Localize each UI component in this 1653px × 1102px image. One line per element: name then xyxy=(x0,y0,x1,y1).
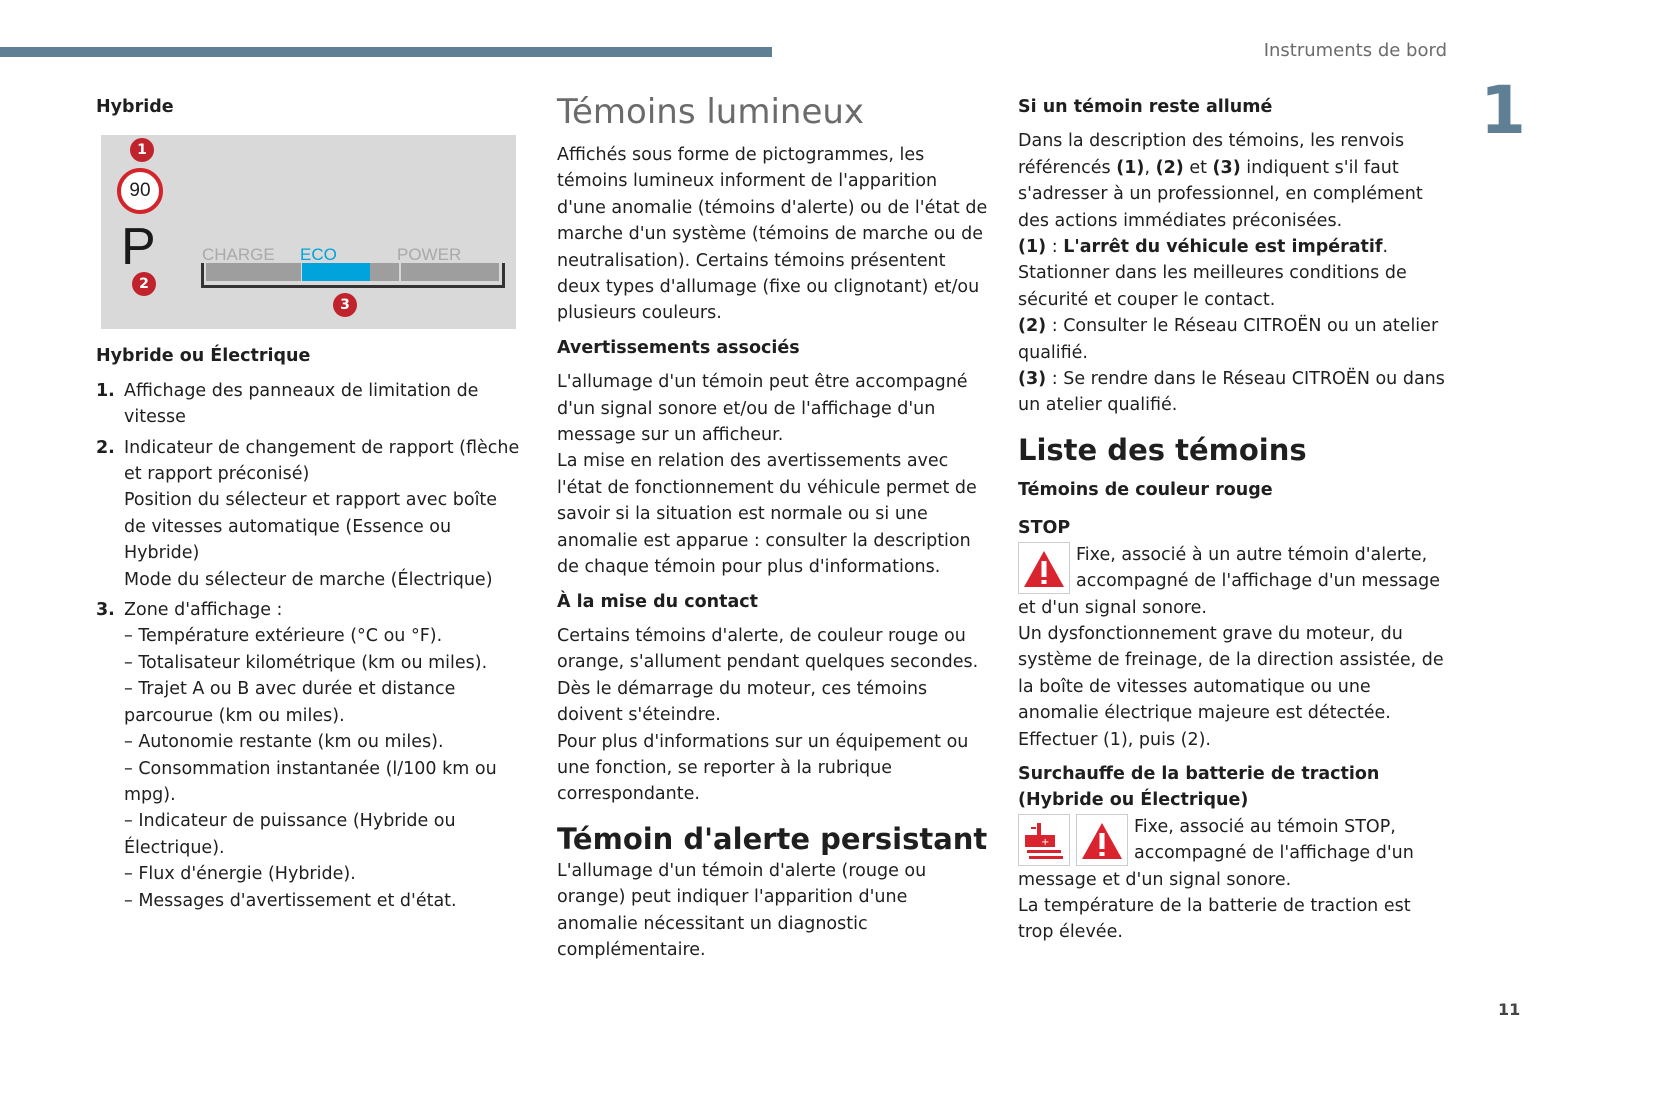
gauge-power-segment xyxy=(401,263,499,282)
paragraph: Pour plus d'informations sur un équipeme… xyxy=(557,731,969,805)
text: Fixe, associé à un autre témoin d'alerte… xyxy=(1018,544,1441,618)
text: : Se rendre dans le Réseau CITROËN ou da… xyxy=(1018,369,1445,416)
heading-stop: STOP xyxy=(1018,518,1071,539)
sub-item: – Totalisateur kilométrique (km ou miles… xyxy=(124,652,488,673)
paragraph: L'allumage d'un témoin d'alerte (rouge o… xyxy=(557,860,927,960)
paragraph: Un dysfonctionnement grave du moteur, du… xyxy=(1018,623,1444,724)
text: et xyxy=(1183,157,1213,178)
item-number: 2. xyxy=(96,437,115,458)
sub-item: – Température extérieure (°C ou °F). xyxy=(124,626,443,647)
item-text: Mode du sélecteur de marche (Électrique) xyxy=(124,569,493,590)
label-eco: ECO xyxy=(300,245,337,265)
chapter-number: 1 xyxy=(1480,72,1526,149)
list-item: 3. Zone d'affichage : – Température extér… xyxy=(96,597,521,914)
warning-triangle-icon xyxy=(1018,541,1070,594)
ref: (3) xyxy=(1018,369,1047,390)
paragraph: Effectuer (1), puis (2). xyxy=(1018,729,1211,750)
heading-persistant: Témoin d'alerte persistant xyxy=(557,821,988,856)
running-title: Instruments de bord xyxy=(1263,40,1447,61)
label-charge: CHARGE xyxy=(202,245,275,265)
ref-1: (1) : L'arrêt du véhicule est impératif. xyxy=(1018,234,1450,260)
sub-item: – Indicateur de puissance (Hybride ou Él… xyxy=(124,811,456,858)
paragraph: Dans la description des témoins, les ren… xyxy=(1018,128,1450,234)
sub-item: – Trajet A ou B avec durée et distance p… xyxy=(124,679,456,726)
item-text: Affichage des panneaux de limitation de … xyxy=(124,380,479,428)
warning-triangle-icon xyxy=(1076,813,1128,866)
callout-2: 2 xyxy=(132,272,156,297)
ref: (1) xyxy=(1018,237,1047,258)
instrument-cluster-figure: 1 90 P 2 CHARGE ECO POWER 3 xyxy=(101,135,516,330)
text: . xyxy=(1382,237,1389,258)
speed-limit-sign: 90 xyxy=(117,168,163,215)
paragraph: La température de la batterie de tractio… xyxy=(1018,895,1411,943)
item-number: 3. xyxy=(96,600,115,621)
text: Dans la description des témoins, les ren… xyxy=(1018,131,1405,178)
gauge-eco-segment xyxy=(302,263,370,282)
gear-indicator: P xyxy=(121,218,156,277)
paragraph: La mise en relation des avertissements a… xyxy=(557,451,977,578)
ref: (2) xyxy=(1018,316,1047,337)
item-text: Position du sélecteur et rapport avec bo… xyxy=(124,490,498,564)
list-item: 2. Indicateur de changement de rapport (f… xyxy=(96,435,521,593)
item-number: 1. xyxy=(96,380,115,401)
heading-liste: Liste des témoins xyxy=(1018,432,1307,467)
heading-hybride-electrique: Hybride ou Électrique xyxy=(96,346,311,367)
battery-temperature-icon: + xyxy=(1018,813,1070,866)
item-text: Zone d'affichage : xyxy=(124,600,283,621)
list-item: 1. Affichage des panneaux de limitation d… xyxy=(96,378,521,431)
legend-list: 1. Affichage des panneaux de limitation d… xyxy=(96,378,521,914)
stop-paragraph: Fixe, associé à un autre témoin d'alerte… xyxy=(1018,541,1450,621)
heading-hybride: Hybride xyxy=(96,97,174,117)
gauge-charge-segment xyxy=(206,263,301,282)
column-right: Si un témoin reste allumé Dans la descri… xyxy=(1018,94,1450,946)
paragraph: Stationner dans les meilleures condition… xyxy=(1018,263,1407,310)
battery-paragraph: + Fixe, associé au témoin STOP, accompag… xyxy=(1018,813,1450,893)
page-number: 11 xyxy=(1498,1000,1521,1019)
heading-rouge: Témoins de couleur rouge xyxy=(1018,479,1273,500)
text: : Consulter le Réseau CITROËN ou un atel… xyxy=(1018,316,1439,363)
ref: (3) xyxy=(1212,157,1241,178)
ref: (1) xyxy=(1116,157,1145,178)
power-gauge xyxy=(201,263,505,289)
ref-3: (3) : Se rendre dans le Réseau CITROËN o… xyxy=(1018,366,1450,419)
heading-temoin-allume: Si un témoin reste allumé xyxy=(1018,97,1273,117)
sub-item: – Autonomie restante (km ou miles). xyxy=(124,732,444,753)
callout-3: 3 xyxy=(333,293,357,318)
intro-paragraph: Affichés sous forme de pictogrammes, les… xyxy=(557,145,988,324)
heading-mise-contact: À la mise du contact xyxy=(557,591,758,612)
sub-item: – Consommation instantanée (l/100 km ou … xyxy=(124,758,497,805)
column-left: Hybride 1 90 P 2 CHARGE ECO POWER 3 Hybr… xyxy=(96,94,521,918)
sub-item: – Flux d'énergie (Hybride). xyxy=(124,864,356,885)
heading-avertissements: Avertissements associés xyxy=(557,337,800,358)
callout-1: 1 xyxy=(130,138,154,163)
column-middle: Témoins lumineux Affichés sous forme de … xyxy=(557,94,989,963)
paragraph: Certains témoins d'alerte, de couleur ro… xyxy=(557,625,979,726)
item-text: Indicateur de changement de rapport (flè… xyxy=(124,437,520,485)
text: Fixe, associé au témoin STOP, accompagné… xyxy=(1018,816,1414,890)
header-accent-bar xyxy=(0,47,772,57)
text: : xyxy=(1046,237,1064,258)
text: L'arrêt du véhicule est impératif xyxy=(1063,237,1383,258)
label-power: POWER xyxy=(397,245,462,265)
text: , xyxy=(1144,157,1156,178)
ref: (2) xyxy=(1155,157,1184,178)
gauge-mid-segment xyxy=(370,263,399,282)
section-title: Témoins lumineux xyxy=(557,92,865,132)
paragraph: L'allumage d'un témoin peut être accompa… xyxy=(557,372,968,446)
svg-text:+: + xyxy=(1041,837,1049,848)
heading-battery: Surchauffe de la batterie de traction (H… xyxy=(1018,763,1380,811)
ref-2: (2) : Consulter le Réseau CITROËN ou un … xyxy=(1018,313,1450,366)
text: indiquent s'il faut s'adresser à un prof… xyxy=(1018,157,1423,231)
sub-item: – Messages d'avertissement et d'état. xyxy=(124,890,457,911)
